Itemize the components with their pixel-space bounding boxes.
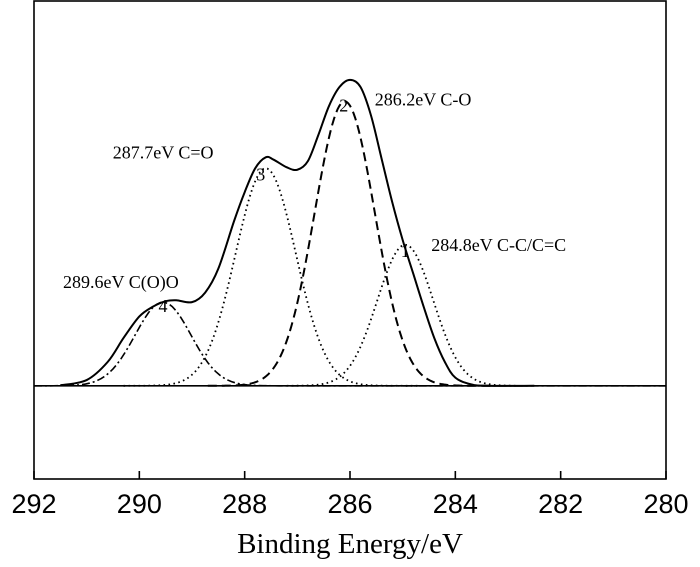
peak-label-2: 286.2eV C-O: [375, 89, 472, 109]
component-curve-4: [34, 301, 666, 387]
peak-label-4: 289.6eV C(O)O: [63, 272, 179, 293]
x-axis-title: Binding Energy/eV: [237, 528, 463, 560]
peak-number-4: 4: [159, 296, 168, 316]
fitted-components: [34, 100, 666, 387]
peak-number-1: 1: [401, 241, 410, 261]
peak-label-1: 284.8eV C-C/C=C: [431, 235, 566, 255]
peak-label-3: 287.7eV C=O: [113, 142, 214, 162]
x-ticks: 292 290 288 286 284 282 280: [11, 471, 689, 519]
envelope-curve: [60, 78, 535, 387]
x-tick-label: 284: [433, 489, 478, 519]
x-tick-label: 282: [538, 489, 583, 519]
plot-frame: [33, 0, 667, 480]
x-tick-label: 286: [327, 489, 372, 519]
x-tick-label: 290: [117, 489, 162, 519]
x-tick-label: 280: [643, 489, 688, 519]
x-tick-label: 292: [11, 489, 56, 519]
x-tick-label: 288: [222, 489, 267, 519]
component-curve-2: [207, 100, 493, 387]
peak-number-3: 3: [256, 164, 265, 184]
component-curve-1: [286, 243, 519, 387]
peak-number-2: 2: [339, 95, 348, 115]
peak-annotations: 1 284.8eV C-C/C=C 2 286.2eV C-O 3 287.7eV C=O…: [63, 89, 566, 316]
